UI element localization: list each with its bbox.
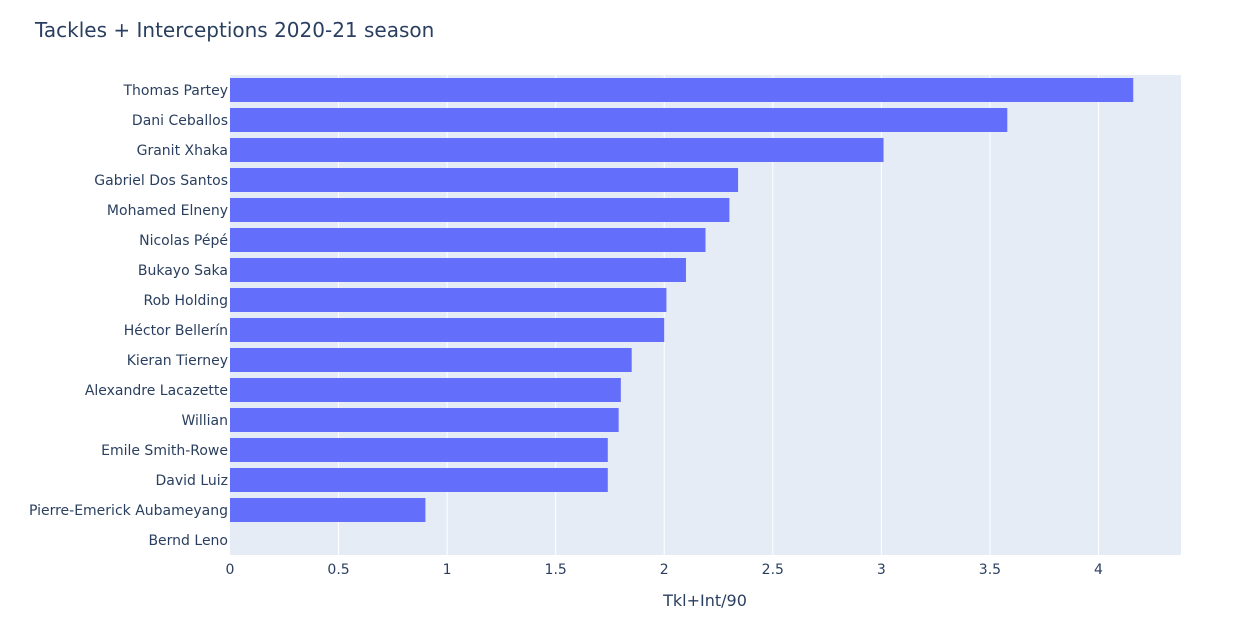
- y-tick-label: Gabriel Dos Santos: [94, 173, 228, 189]
- y-tick-label: Dani Ceballos: [132, 113, 228, 129]
- bars: [230, 78, 1134, 522]
- bar: [230, 78, 1134, 102]
- bar: [230, 168, 739, 192]
- y-tick-label: Rob Holding: [143, 293, 228, 309]
- y-tick-label: Kieran Tierney: [127, 353, 228, 369]
- y-tick-labels: Thomas Partey Dani Ceballos Granit Xhaka Ga…: [29, 83, 228, 549]
- bar: [230, 468, 608, 492]
- x-tick-label: 1.5: [545, 562, 567, 578]
- y-tick-label: Alexandre Lacazette: [85, 383, 228, 399]
- bar: [230, 288, 667, 312]
- x-tick-label: 0.5: [327, 562, 349, 578]
- y-tick-label: Mohamed Elneny: [107, 203, 228, 219]
- y-tick-label: Bernd Leno: [148, 533, 228, 549]
- chart-title: Tackles + Interceptions 2020-21 season: [34, 18, 434, 42]
- bar: [230, 438, 608, 462]
- y-tick-label: Pierre-Emerick Aubameyang: [29, 503, 228, 519]
- y-tick-label: Héctor Bellerín: [124, 323, 228, 339]
- y-tick-label: Bukayo Saka: [138, 263, 228, 279]
- y-tick-label: Nicolas Pépé: [139, 233, 228, 249]
- x-tick-label: 1: [443, 562, 452, 578]
- y-tick-label: David Luiz: [155, 473, 228, 489]
- x-tick-labels: 0 0.5 1 1.5 2 2.5 3 3.5 4: [226, 562, 1103, 578]
- y-tick-label: Thomas Partey: [123, 83, 229, 99]
- bar: [230, 408, 619, 432]
- bar: [230, 318, 665, 342]
- y-tick-label: Willian: [181, 413, 228, 429]
- bar: [230, 138, 884, 162]
- x-tick-label: 0: [226, 562, 235, 578]
- y-tick-label: Granit Xhaka: [137, 143, 228, 159]
- x-tick-label: 2: [660, 562, 669, 578]
- x-axis-title: Tkl+Int/90: [662, 591, 747, 610]
- bar: [230, 258, 686, 282]
- x-tick-label: 3.5: [979, 562, 1001, 578]
- x-tick-label: 3: [877, 562, 886, 578]
- bar: [230, 378, 621, 402]
- x-tick-label: 2.5: [762, 562, 784, 578]
- y-tick-label: Emile Smith-Rowe: [101, 443, 228, 459]
- bar: [230, 228, 706, 252]
- bar: [230, 498, 426, 522]
- bar: [230, 108, 1008, 132]
- x-tick-label: 4: [1094, 562, 1103, 578]
- bar: [230, 198, 730, 222]
- bar: [230, 348, 632, 372]
